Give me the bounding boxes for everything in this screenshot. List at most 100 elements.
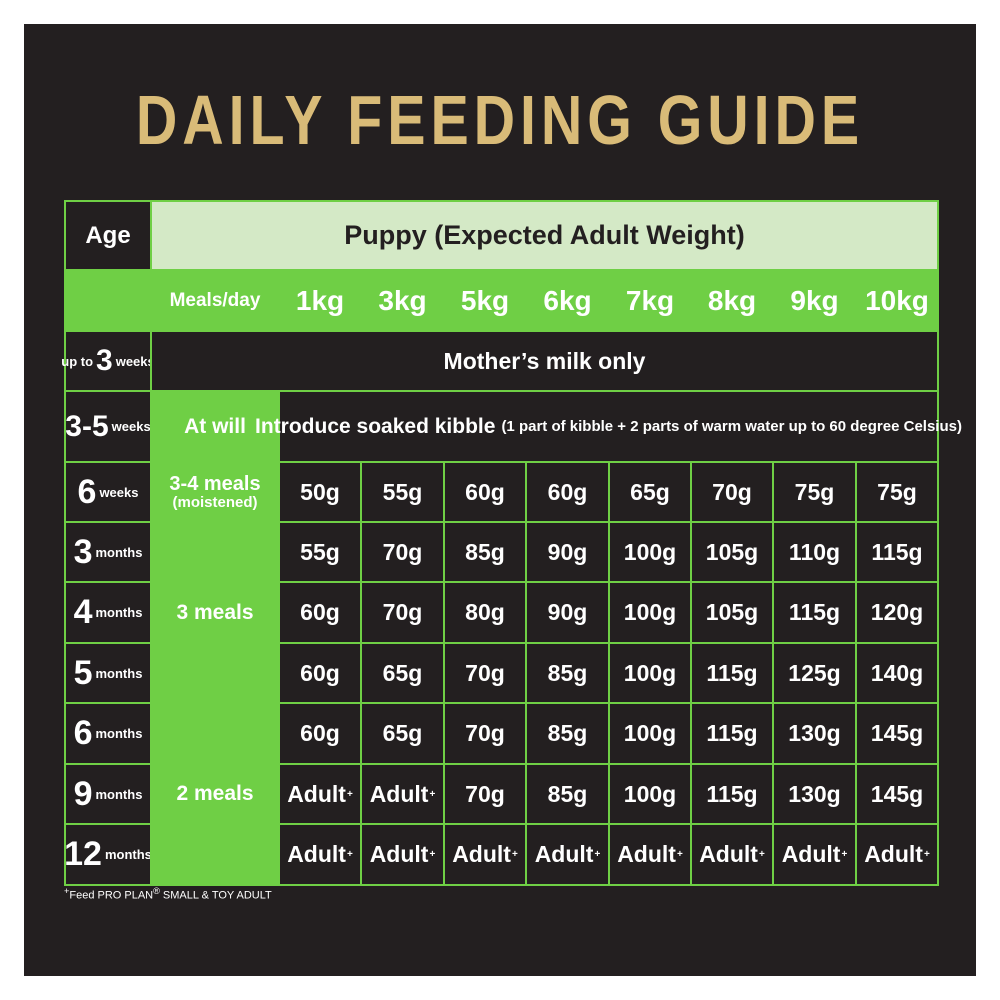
amount-cell: 130g [772,763,857,825]
age-unit: weeks [115,353,155,369]
amount-value: Adult [287,841,346,867]
amount-cell: 125g [772,642,857,704]
amount-value: Adult [534,841,594,867]
footnote-text-2: SMALL & TOY ADULT [159,889,272,902]
age-unit: months [95,726,143,741]
amount-cell: 85g [525,642,610,704]
age-cell: 5 months [64,642,152,704]
amount-cell: 90g [525,521,610,583]
amount-cell: 80g [443,581,527,644]
age-number: 3 [96,344,113,377]
amount-value: 100g [623,659,677,686]
page-title: DAILY FEEDING GUIDE [135,81,865,159]
soaked-kibble-main: Introduce soaked kibble [255,414,496,438]
adult-marker: + [923,849,930,860]
weight-label: 3kg [378,284,427,316]
amount-value: 85g [547,720,588,746]
amount-value: Adult [699,841,758,867]
amount-value: 105g [705,599,759,625]
adult-marker: + [429,788,436,800]
amount-cell: 55g [360,461,445,523]
meals-at-will-label: At will [184,414,246,438]
age-unit: months [95,605,143,620]
amount-value: 100g [623,538,677,565]
amount-cell: 140g [855,642,939,704]
amount-cell: 145g [855,763,939,825]
amount-value: 145g [870,720,924,746]
amount-value: Adult [287,780,346,807]
weight-header: 5kg [443,269,527,332]
amount-value: 85g [547,780,588,807]
amount-cell: 115g [690,642,774,704]
age-number: 3 [73,532,93,571]
amount-value: 125g [788,659,841,686]
weight-header: 6kg [525,269,610,332]
weight-header: 3kg [360,269,445,332]
amount-cell: 50g [278,461,362,523]
amount-cell: 100g [608,521,692,583]
age-header-label: Age [85,221,131,249]
weight-header: 8kg [690,269,774,332]
amount-cell: 115g [690,763,774,825]
amount-value: 55g [382,478,423,505]
adult-marker: + [346,849,353,860]
meals-three-four-label: 3-4 meals [169,472,261,495]
amount-value: 100g [623,599,677,625]
amount-value: 60g [300,720,340,746]
amount-cell: 85g [525,763,610,825]
meals-per-day-header: Meals/day [150,269,280,332]
amount-value: Adult [369,780,429,807]
amount-cell: 60g [278,642,362,704]
amount-cell: 100g [608,702,692,765]
footnote-marker: + [64,886,70,896]
weight-label: 9kg [790,284,839,316]
amount-value: 100g [623,720,677,746]
amount-cell: 70g [690,461,774,523]
amount-cell: 75g [855,461,939,523]
age-cell: 6 weeks [64,461,152,523]
adult-marker: + [841,849,848,860]
amount-value: Adult [781,841,841,867]
adult-marker: + [346,788,353,800]
amount-value: 65g [382,659,423,686]
meals-three-label: 3 meals [176,600,254,624]
amount-value: 90g [547,599,588,625]
footnote-text: Feed PRO PLAN [69,889,154,902]
amount-cell: 70g [443,642,527,704]
age-prefix: up to [61,353,94,369]
adult-marker: + [758,849,765,860]
amount-cell: 75g [772,461,857,523]
footnote-registered: ® [153,886,160,896]
amount-cell: Adult + [360,823,445,886]
amount-value: 85g [547,659,588,686]
puppy-header: Puppy (Expected Adult Weight) [150,200,939,271]
meals-per-day-label: Meals/day [169,289,261,311]
meals-three-four-note: (moistened) [172,493,258,511]
amount-value: 70g [382,538,423,565]
amount-cell: Adult + [855,823,939,886]
amount-cell: 115g [772,581,857,644]
adult-marker: + [511,849,518,860]
age-header-blank [64,269,152,332]
amount-value: 50g [300,478,340,505]
meals-two: 2 meals [150,702,280,886]
amount-value: Adult [864,841,923,867]
weight-header: 1kg [278,269,362,332]
meals-three: 3 meals [150,521,280,704]
age-number: 6 [77,472,97,511]
amount-cell: 90g [525,581,610,644]
amount-cell: 60g [278,581,362,644]
amount-cell: 100g [608,581,692,644]
amount-value: 120g [870,599,924,625]
amount-cell: Adult + [772,823,857,886]
amount-value: 130g [788,780,841,807]
age-cell: 3 months [64,521,152,583]
amount-cell: 60g [443,461,527,523]
amount-value: 60g [465,478,505,505]
amount-value: 55g [300,538,340,565]
amount-cell: Adult + [608,823,692,886]
amount-value: 60g [300,659,340,686]
soaked-kibble-note: (1 part of kibble + 2 parts of warm wate… [501,418,962,435]
age-number: 9 [73,774,93,813]
weight-header: 9kg [772,269,857,332]
